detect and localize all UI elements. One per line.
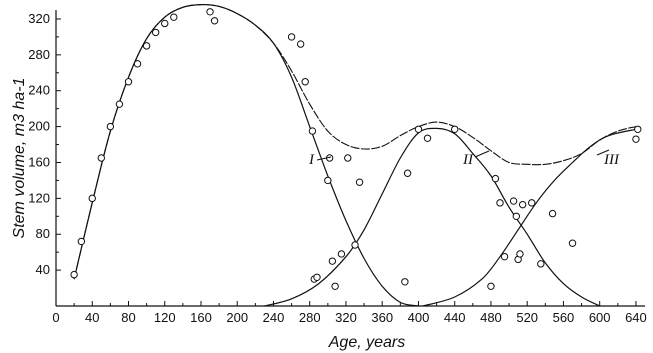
observation-point: [308, 127, 317, 135]
observation-point: [124, 78, 133, 86]
x-tick-label: 600: [589, 310, 611, 325]
observation-point: [403, 169, 412, 177]
x-tick-label: 560: [553, 310, 575, 325]
curve-labels: I II III: [308, 149, 620, 168]
x-tick-label: 400: [408, 310, 430, 325]
observation-point: [414, 125, 423, 133]
observation-point: [151, 28, 160, 37]
observation-point: [170, 13, 178, 21]
observation-point: [206, 8, 214, 16]
curve-II: [264, 127, 600, 307]
observation-point: [496, 199, 504, 207]
curve-II-leader: [474, 150, 490, 158]
x-tick-label: 80: [121, 310, 135, 325]
x-tick-label: 440: [444, 310, 466, 325]
observation-point: [88, 194, 96, 203]
x-axis-title: Age, years: [328, 334, 405, 351]
observation-point: [451, 125, 459, 133]
x-tick-label: 240: [263, 310, 285, 325]
observation-point: [142, 42, 151, 50]
observation-point: [487, 282, 495, 290]
curve-label-II: II: [462, 152, 474, 168]
observation-point: [528, 199, 536, 207]
x-ticks: 0 40 80 120 160 200 240 280 320 360 400 440 480 520 56…: [52, 301, 647, 325]
observation-point: [115, 100, 124, 108]
curve-III-leader: [596, 149, 610, 156]
curves-layer: [73, 3, 637, 307]
y-ticks: 40 80 120 160 200 240 280 320: [28, 11, 61, 277]
curve-I-leader: [316, 156, 332, 161]
observation-point: [632, 135, 640, 143]
observation-point: [401, 278, 409, 286]
observation-point: [634, 125, 642, 133]
y-tick-label: 40: [36, 262, 50, 277]
observation-point: [106, 122, 115, 131]
y-tick-label: 80: [36, 226, 50, 241]
x-tick-label: 0: [52, 310, 59, 325]
observation-point: [537, 260, 545, 268]
observation-point: [516, 250, 524, 258]
x-tick-label: 320: [335, 310, 357, 325]
observation-point: [568, 239, 577, 247]
observation-point: [512, 212, 521, 221]
observation-point: [287, 33, 296, 41]
observation-point: [313, 273, 321, 281]
x-tick-label: 280: [299, 310, 321, 325]
observation-point: [70, 270, 78, 279]
x-tick-label: 520: [516, 310, 538, 325]
observation-point: [296, 40, 305, 48]
observation-point: [423, 134, 432, 142]
points-layer: [70, 8, 642, 290]
observation-point: [328, 257, 337, 265]
y-tick-label: 280: [28, 47, 50, 62]
x-tick-label: 200: [226, 310, 248, 325]
observation-point: [500, 252, 509, 261]
x-tick-label: 640: [625, 310, 647, 325]
y-tick-label: 160: [28, 154, 50, 169]
observation-point: [301, 78, 309, 86]
total-volume-curve: [73, 4, 637, 280]
observation-point: [518, 200, 527, 209]
observation-point: [324, 176, 332, 185]
observation-point: [97, 154, 106, 162]
y-tick-label: 200: [28, 119, 50, 134]
observation-point: [337, 250, 346, 258]
observation-point: [210, 17, 219, 25]
observation-point: [133, 60, 142, 68]
curve-I: [73, 3, 419, 307]
observation-point: [161, 19, 169, 28]
observation-point: [77, 237, 86, 246]
y-tick-label: 120: [28, 190, 50, 205]
curve-label-III: III: [603, 152, 620, 168]
observation-point: [355, 178, 364, 186]
x-tick-label: 360: [371, 310, 393, 325]
observation-point: [331, 282, 339, 290]
x-tick-label: 160: [190, 310, 212, 325]
observation-point: [344, 154, 352, 162]
x-tick-label: 40: [85, 310, 99, 325]
x-tick-label: 480: [480, 310, 502, 325]
x-tick-label: 120: [154, 310, 176, 325]
y-tick-label: 240: [28, 83, 50, 98]
observation-point: [548, 209, 557, 218]
y-tick-label: 320: [28, 11, 50, 26]
curve-label-I: I: [308, 152, 315, 168]
observation-point: [491, 174, 500, 183]
observation-point: [351, 241, 359, 249]
axes-layer: [55, 10, 645, 307]
observation-point: [509, 197, 518, 205]
y-axis-title: Stem volume, m3 ha-1: [11, 78, 28, 239]
